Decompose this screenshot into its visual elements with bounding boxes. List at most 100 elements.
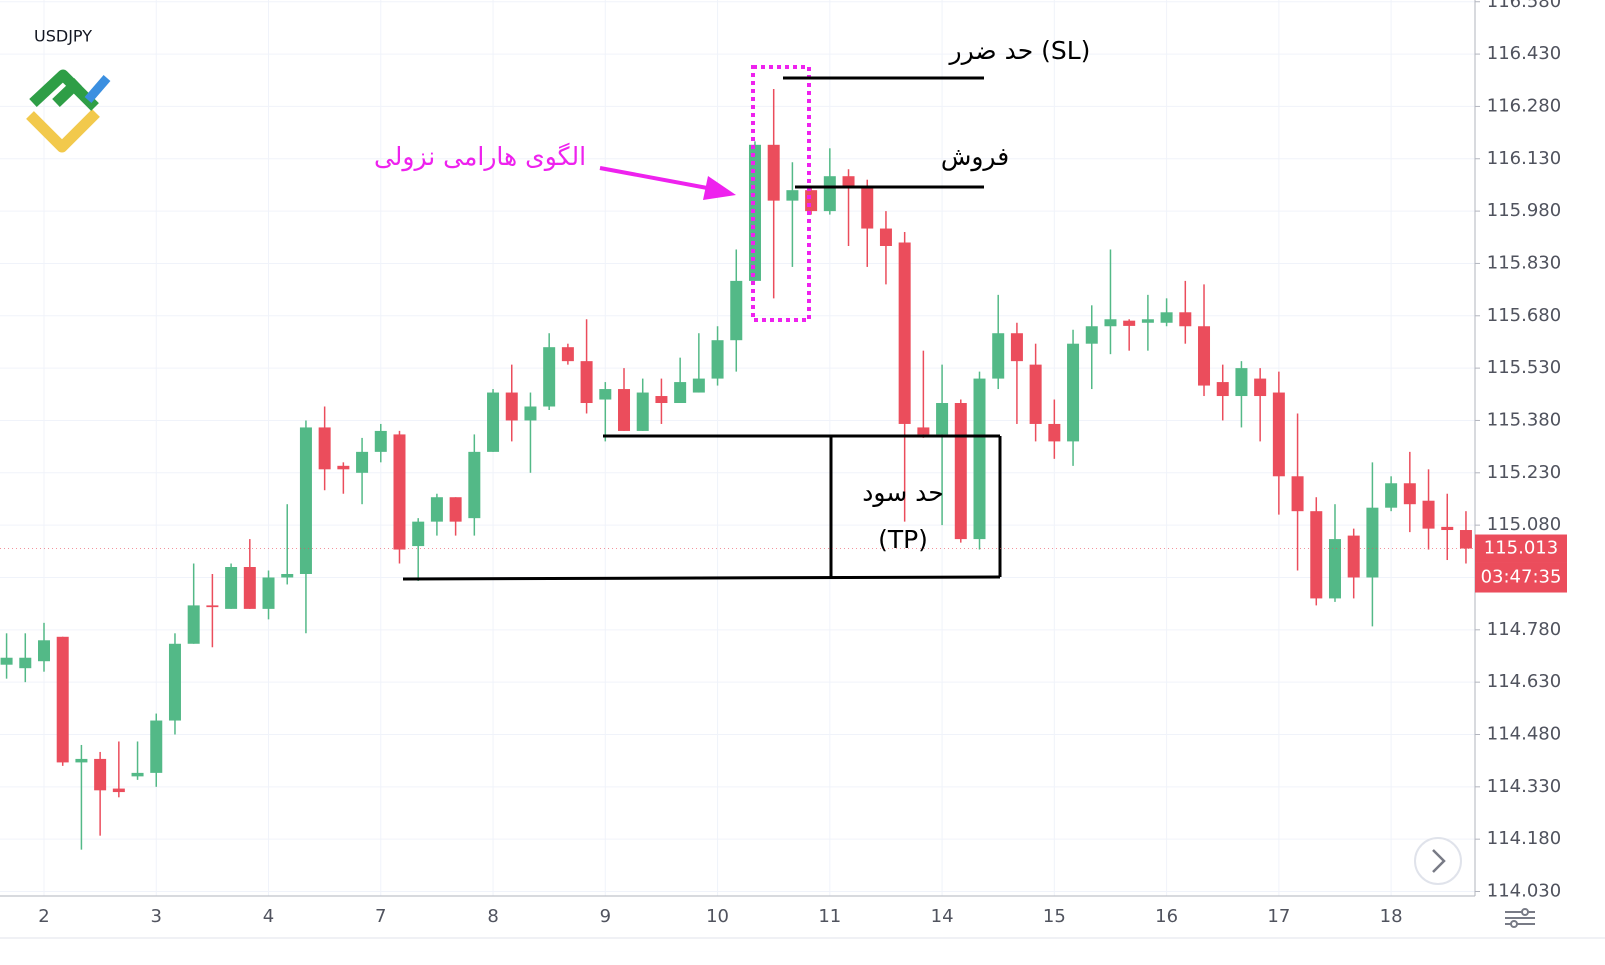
x-tick-label: 17 <box>1267 906 1290 927</box>
candle-body <box>19 657 32 669</box>
candle-body <box>38 640 50 662</box>
candle-body <box>1085 326 1098 344</box>
x-tick-label: 14 <box>931 906 954 927</box>
candle-body <box>94 758 107 791</box>
scroll-circle[interactable] <box>1414 837 1462 885</box>
candle-body <box>842 176 855 187</box>
pattern-label: الگوی هارامی نزولی <box>374 142 586 172</box>
x-tick-label: 15 <box>1043 906 1066 927</box>
candle-body <box>187 605 200 644</box>
y-tick-label: 115.230 <box>1487 462 1561 483</box>
y-tick-label: 115.830 <box>1487 252 1561 273</box>
y-tick-label: 116.130 <box>1487 148 1561 169</box>
candle-body <box>150 720 163 773</box>
candle-body <box>449 497 462 522</box>
candle-body <box>674 382 687 404</box>
pattern-box <box>751 65 811 322</box>
x-tick-label: 11 <box>818 906 841 927</box>
candle-body <box>468 451 481 519</box>
candle-body <box>487 392 500 452</box>
y-tick-label: 115.980 <box>1487 200 1561 221</box>
candle-body <box>561 347 574 362</box>
x-tick-label: 8 <box>487 906 498 927</box>
candle-body <box>430 497 443 522</box>
candle-body <box>599 389 612 400</box>
candle-body <box>1291 476 1304 512</box>
pattern-arrow-head <box>703 176 736 200</box>
candle-body <box>1198 326 1211 386</box>
time-axis-bg <box>0 896 1605 965</box>
tp-bottom-line <box>402 575 1001 581</box>
logo <box>26 69 111 153</box>
scroll-button[interactable] <box>1414 837 1462 885</box>
candle-body <box>711 340 724 379</box>
logo-green <box>29 69 99 111</box>
x-tick-label: 9 <box>600 906 611 927</box>
candle-body <box>168 643 181 721</box>
candle-body <box>393 434 406 550</box>
candle-body <box>524 406 537 421</box>
candle-body <box>1235 368 1248 397</box>
sell-label: فروش <box>941 142 1009 172</box>
candle-body <box>356 451 369 473</box>
settings-knob <box>1521 908 1529 916</box>
x-tick-label: 7 <box>375 906 386 927</box>
candle-body <box>75 758 88 763</box>
settings-icon[interactable] <box>1505 908 1535 928</box>
candle-body <box>243 567 256 609</box>
candle-body <box>374 430 387 452</box>
candle-body <box>0 657 13 665</box>
candle-body <box>936 403 949 435</box>
last-price-label: 115.013 <box>1484 538 1558 559</box>
y-tick-label: 114.630 <box>1487 671 1561 692</box>
x-tick-label: 18 <box>1380 906 1403 927</box>
y-tick-label: 114.180 <box>1487 828 1561 849</box>
annotations <box>402 65 1002 581</box>
symbol: USDJPY <box>34 27 92 46</box>
candle-body <box>1160 312 1173 323</box>
y-tick-label: 115.380 <box>1487 409 1561 430</box>
pattern-arrow <box>599 166 719 192</box>
y-tick-label: 114.330 <box>1487 776 1561 797</box>
candle-body <box>112 788 125 793</box>
candle-body <box>1441 526 1454 531</box>
candle-body <box>580 361 593 404</box>
candle-body <box>992 333 1005 379</box>
candle-body <box>1179 312 1192 327</box>
candle-body <box>337 465 350 470</box>
x-tick-label: 3 <box>151 906 162 927</box>
candle-body <box>917 427 930 435</box>
candle-body <box>225 567 238 609</box>
y-tick-label: 114.780 <box>1487 619 1561 640</box>
candle-body <box>1104 319 1117 327</box>
y-tick-label: 116.280 <box>1487 95 1561 116</box>
candle-body <box>1422 500 1435 529</box>
x-tick-label: 16 <box>1155 906 1178 927</box>
candle-body <box>318 427 331 470</box>
y-tick-label: 116.580 <box>1487 0 1561 12</box>
candle-body <box>618 389 631 431</box>
candle-body <box>954 403 967 540</box>
y-tick-label: 115.080 <box>1487 514 1561 535</box>
candle-body <box>206 605 219 608</box>
candle-body <box>1141 319 1154 323</box>
candle-body <box>805 190 818 212</box>
y-tick-label: 115.530 <box>1487 357 1561 378</box>
candle-body <box>973 378 986 540</box>
candle-body <box>1123 320 1136 326</box>
y-tick-label: 116.430 <box>1487 43 1561 64</box>
candle-body <box>1216 382 1229 397</box>
y-tick-label: 114.480 <box>1487 723 1561 744</box>
candle-body <box>131 772 144 777</box>
candle-body <box>1029 364 1042 424</box>
logo-blue <box>84 75 111 103</box>
candle-body <box>299 427 312 574</box>
candle-body <box>823 176 836 212</box>
x-tick-label: 2 <box>38 906 49 927</box>
candle-body <box>1010 333 1023 362</box>
candle-body <box>1272 392 1285 477</box>
candle-body <box>543 347 556 407</box>
candle-body <box>1366 507 1379 578</box>
grid <box>0 0 1475 896</box>
